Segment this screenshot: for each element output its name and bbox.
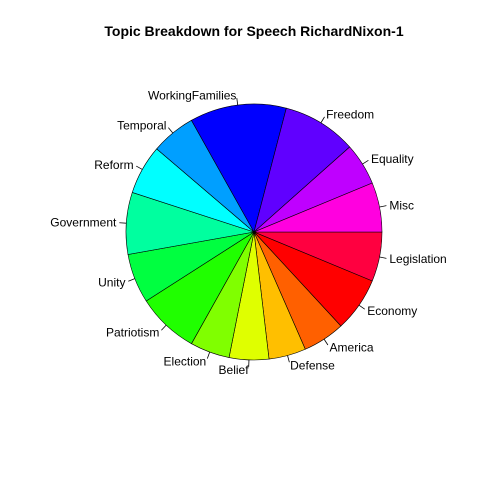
tick-freedom <box>320 116 325 124</box>
label-legislation: Legislation <box>389 252 446 266</box>
label-unity: Unity <box>98 276 125 290</box>
label-america: America <box>330 341 374 355</box>
label-temporal: Temporal <box>117 119 166 133</box>
tick-america <box>323 338 329 346</box>
label-equality: Equality <box>371 152 414 166</box>
label-misc: Misc <box>389 198 414 212</box>
tick-defense <box>287 355 290 363</box>
tick-unity <box>128 278 135 282</box>
tick-equality <box>362 160 369 165</box>
label-government: Government <box>50 216 117 230</box>
tick-temporal <box>168 127 174 134</box>
chart-title: Topic Breakdown for Speech RichardNixon-… <box>104 23 403 39</box>
tick-economy <box>358 304 365 310</box>
label-belief: Belief <box>219 363 250 377</box>
tick-legislation <box>379 256 387 259</box>
tick-election <box>206 351 211 359</box>
pie-slices <box>125 103 383 361</box>
label-freedom: Freedom <box>326 108 374 122</box>
tick-patriotism <box>161 324 167 331</box>
label-workingfamilies: WorkingFamilies <box>148 88 236 102</box>
tick-reform <box>136 165 143 170</box>
tick-workingfamilies <box>236 98 239 106</box>
tick-misc <box>379 205 387 208</box>
label-economy: Economy <box>367 304 417 318</box>
label-reform: Reform <box>94 158 133 172</box>
pie-labels: Legislation Economy America Defense Belief El… <box>50 88 446 377</box>
label-defense: Defense <box>290 358 335 372</box>
slice-workingfamilies <box>191 103 287 233</box>
label-election: Election <box>164 355 207 369</box>
label-patriotism: Patriotism <box>106 326 159 340</box>
